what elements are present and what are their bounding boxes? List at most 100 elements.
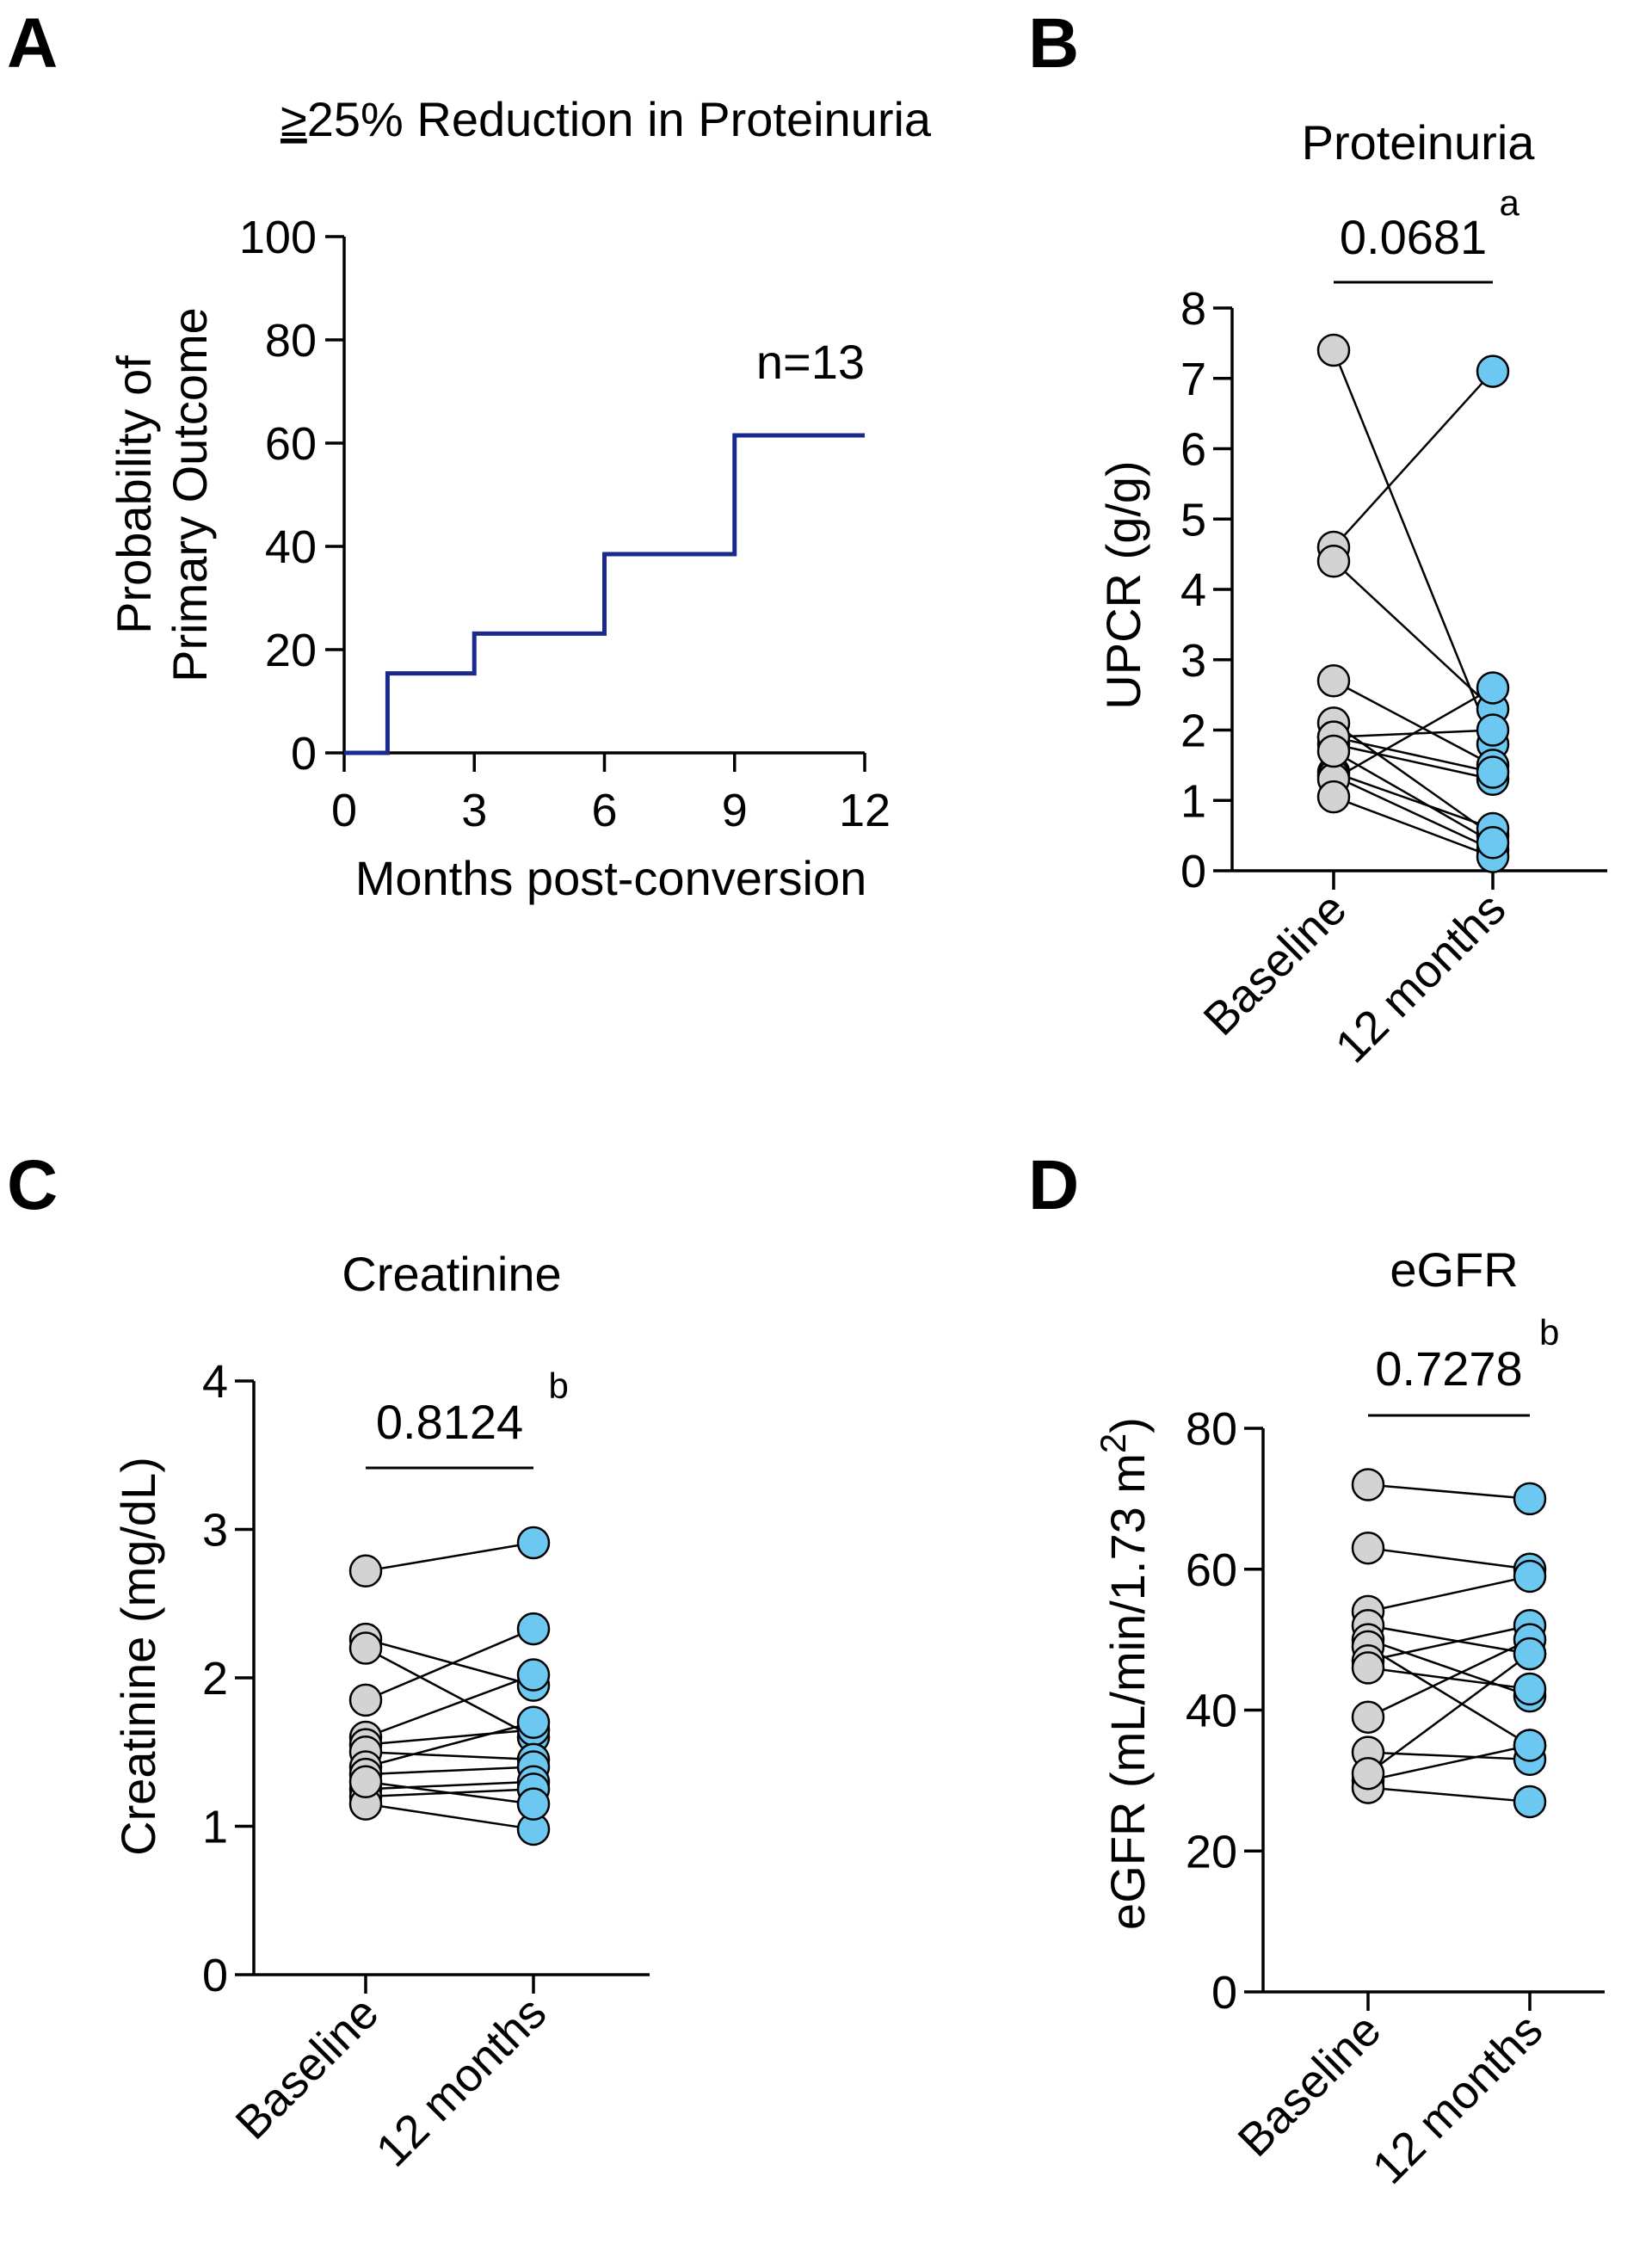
panel-d-x-tick-label: 12 months (1363, 2004, 1553, 2194)
panel-c-baseline-point (348, 1631, 383, 1665)
panel-d-y-tick-label: 40 (1186, 1686, 1237, 1737)
panel-d-12-months-point (1513, 1559, 1547, 1594)
panel-a: A ≥25% Reduction in Proteinuria 02040608… (7, 4, 932, 905)
panel-letter-d: D (1028, 1146, 1079, 1224)
panel-d-y-tick-label: 60 (1186, 1544, 1237, 1596)
panel-c-x-tick-label: 12 months (367, 1987, 557, 2177)
panel-b-12-months-point (1476, 354, 1510, 388)
panel-d-x-tick-label: Baseline (1229, 2004, 1391, 2167)
panel-b-baseline-point (1316, 780, 1351, 814)
panel-d-12-months-point (1513, 1785, 1547, 1819)
panel-b-y-tick-label: 8 (1180, 283, 1206, 335)
panel-b-y-tick-label: 5 (1180, 494, 1206, 546)
panel-d-pair-line (1367, 1483, 1531, 1501)
panel-b-12-months-point (1476, 671, 1510, 705)
panel-b-12-months-point (1476, 826, 1510, 860)
panel-d-pair-line (1367, 1786, 1531, 1803)
panel-c-y-tick-label: 0 (202, 1950, 228, 2001)
panel-c-y-tick-label: 2 (202, 1653, 228, 1705)
panel-d-title: eGFR (1390, 1242, 1518, 1297)
panel-b-y-tick-label: 1 (1180, 775, 1206, 827)
panel-c-p-value-footnote: b (549, 1366, 569, 1406)
panel-b-y-tick-label: 3 (1180, 635, 1206, 687)
panel-a-sample-size: n=13 (756, 335, 865, 389)
panel-b-y-tick-label: 7 (1180, 354, 1206, 405)
panel-d-p-value-footnote: b (1539, 1312, 1559, 1353)
panel-c-pair-line (365, 1541, 534, 1573)
panel-b: B Proteinuria UPCR (g/g) 0 1 2 3 4 5 6 7 8 Baseli… (1028, 4, 1607, 1073)
panel-d-pair-line (1367, 1638, 1531, 1718)
panel-c-pair-line (365, 1721, 534, 1768)
panel-d-12-months-point (1513, 1672, 1547, 1706)
panel-b-pair-line (1333, 795, 1494, 858)
panel-c-p-value: 0.8124 (376, 1395, 523, 1449)
panel-c-x-tick-label: Baseline (226, 1987, 389, 2149)
panel-b-pair-line (1333, 680, 1494, 767)
panel-d: D eGFR eGFR (mL/min/1.73 m2) 0 20 40 60 80 Ba… (1028, 1146, 1605, 2194)
panel-a-y-tick-label: 0 (291, 728, 317, 780)
panel-b-baseline-point (1316, 333, 1351, 367)
panel-d-12-months-point (1513, 1729, 1547, 1762)
panel-d-y-tick-label: 20 (1186, 1826, 1237, 1877)
panel-a-x-tick-label: 3 (461, 785, 487, 836)
panel-c-y-axis-label: Creatinine (mg/dL) (111, 1457, 165, 1856)
panel-c-y-tick-label: 4 (202, 1356, 228, 1408)
panel-b-pair-line (1333, 774, 1494, 851)
panel-b-pair-line (1333, 736, 1494, 774)
panel-b-pair-line (1332, 349, 1495, 745)
panel-d-pair-line (1367, 1546, 1531, 1570)
panel-b-y-tick-label: 0 (1180, 846, 1206, 897)
panel-c-pair-line (365, 1647, 534, 1739)
panel-d-pair-line (1367, 1624, 1531, 1662)
panel-d-baseline-point (1351, 1651, 1385, 1685)
panel-d-baseline-point (1351, 1700, 1385, 1734)
panel-d-p-value: 0.7278 (1375, 1341, 1522, 1396)
panel-c-pair-line (365, 1674, 534, 1739)
panel-b-y-axis-label: UPCR (g/g) (1096, 460, 1150, 709)
panel-d-pair-line (1367, 1645, 1531, 1747)
panel-d-pair-line (1367, 1638, 1531, 1698)
panel-c-pair-line (365, 1637, 534, 1686)
panel-a-y-tick-label: 80 (265, 315, 317, 367)
panel-letter-c: C (7, 1146, 58, 1224)
panel-c-pair-line (365, 1729, 534, 1746)
panel-d-12-months-point (1513, 1482, 1547, 1516)
panel-letter-a: A (7, 4, 58, 83)
panel-b-pair-line (1333, 749, 1494, 844)
panel-b-pair-line (1333, 771, 1494, 830)
panel-c-pair-line (365, 1780, 534, 1805)
panel-d-baseline-point (1351, 1531, 1385, 1565)
panel-a-y-tick-label: 100 (239, 212, 317, 263)
panel-d-y-axis-label: eGFR (mL/min/1.73 m2) (1093, 1417, 1155, 1930)
panel-c-pair-line (365, 1780, 534, 1791)
panel-c-title: Creatinine (342, 1247, 561, 1301)
panel-c-12-months-point (516, 1526, 551, 1560)
panel-b-x-tick-label: 12 months (1326, 883, 1516, 1073)
panel-c-baseline-point (348, 1765, 383, 1798)
panel-c-pair-line (365, 1803, 534, 1831)
panel-b-p-value-footnote: a (1500, 182, 1520, 223)
panel-b-baseline-point (1316, 734, 1351, 768)
panel-d-12-months-point (1513, 1637, 1547, 1671)
panel-b-pair-line (1333, 560, 1494, 710)
panel-b-y-tick-label: 2 (1180, 706, 1206, 757)
panel-d-pair-line (1367, 1744, 1531, 1782)
panel-c-baseline-point (348, 1554, 383, 1588)
panel-b-pair-line (1333, 722, 1494, 837)
panel-b-12-months-point (1476, 713, 1510, 747)
panel-a-x-tick-label: 12 (839, 785, 891, 836)
panel-a-y-axis-label-line1: Probability of (107, 355, 161, 634)
panel-d-baseline-point (1351, 1756, 1385, 1791)
panel-a-x-tick-label: 0 (331, 785, 357, 836)
panel-b-title: Proteinuria (1302, 115, 1536, 170)
panel-a-axes: 0 20 40 60 80 100 0 3 6 9 12 (239, 212, 891, 836)
panel-d-pair-line (1367, 1575, 1531, 1613)
panel-a-y-axis-label-line2: Primary Outcome (163, 307, 217, 682)
panel-a-y-tick-label: 20 (265, 625, 317, 676)
panel-a-title: ≥25% Reduction in Proteinuria (280, 92, 932, 146)
panel-c-pair-line (365, 1751, 534, 1761)
panel-b-x-tick-label: Baseline (1194, 883, 1357, 1045)
